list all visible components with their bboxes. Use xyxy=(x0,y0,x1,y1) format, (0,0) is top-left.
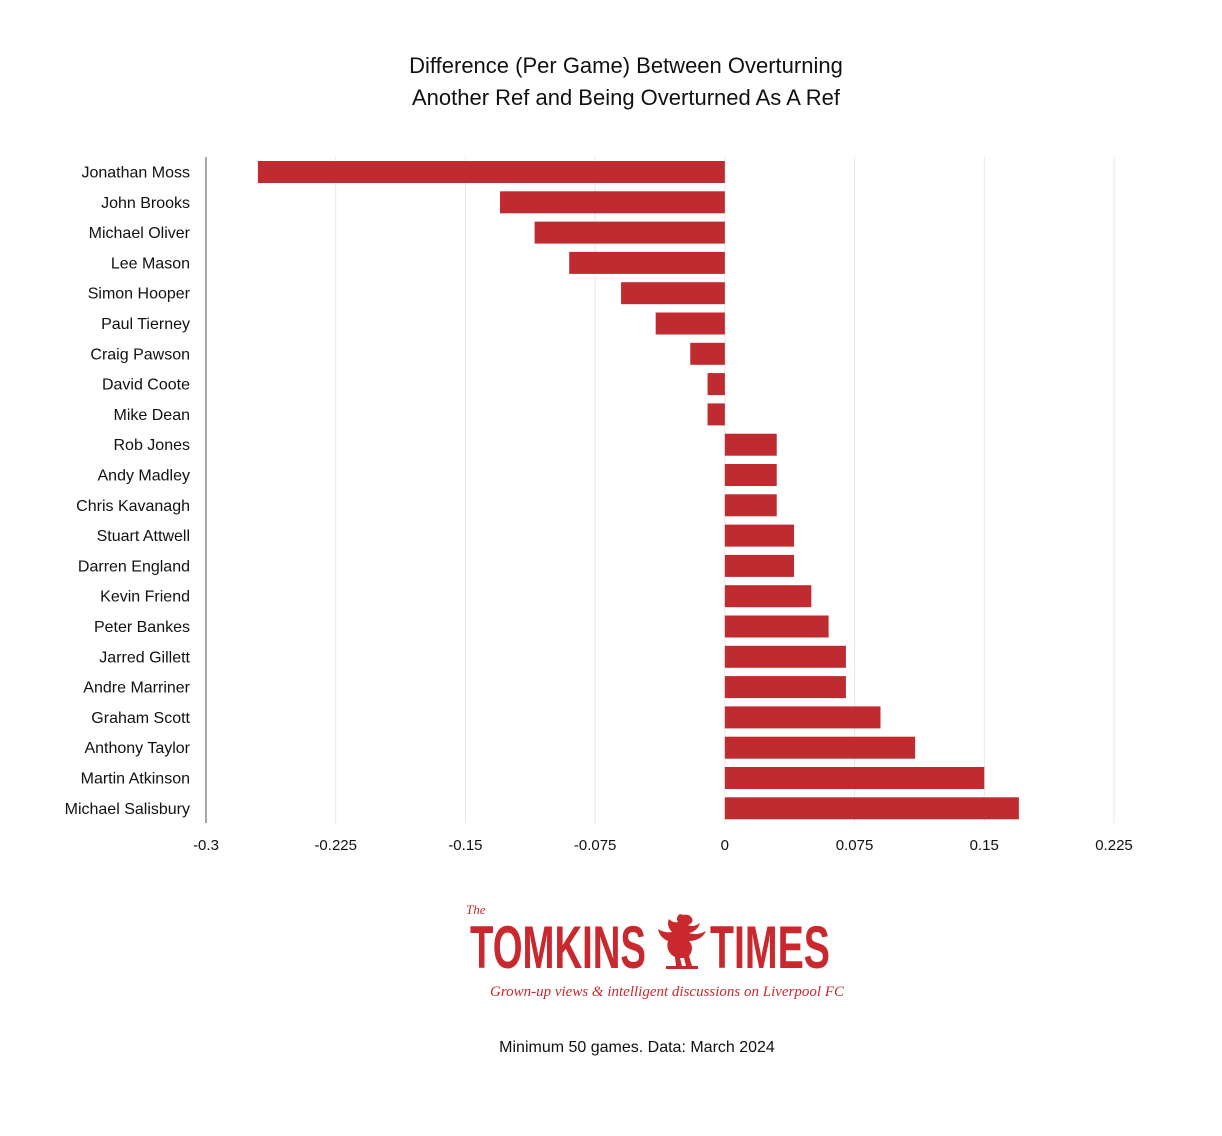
bar xyxy=(724,706,881,729)
chart-title: Difference (Per Game) Between Overturnin… xyxy=(0,50,1222,114)
category-label: Kevin Friend xyxy=(100,589,190,606)
bar xyxy=(724,554,795,577)
tick-labels: -0.3 -0.225 -0.15 -0.075 0 0.075 0.15 0.225 xyxy=(193,837,1133,854)
category-label: Andy Madley xyxy=(98,468,191,485)
category-label: Mike Dean xyxy=(114,407,190,424)
tick-label: 0.075 xyxy=(836,837,874,854)
bar xyxy=(707,403,725,426)
bar xyxy=(724,767,985,789)
category-label: John Brooks xyxy=(101,195,190,212)
category-label: Craig Pawson xyxy=(90,346,190,363)
bar xyxy=(655,312,725,335)
liver-bird-icon xyxy=(658,914,706,969)
bar xyxy=(257,161,725,183)
tick-label: 0.225 xyxy=(1095,837,1133,854)
category-label: Chris Kavanagh xyxy=(76,498,190,515)
tick-label: -0.225 xyxy=(314,837,357,854)
bar xyxy=(724,736,916,759)
category-label: David Coote xyxy=(102,377,190,394)
bar xyxy=(724,797,1019,820)
category-label: Michael Oliver xyxy=(89,225,191,242)
tick-label: -0.15 xyxy=(448,837,482,854)
bar xyxy=(621,282,725,305)
bar xyxy=(707,373,725,396)
category-label: Michael Salisbury xyxy=(65,801,190,818)
bar xyxy=(724,645,846,668)
category-label: Rob Jones xyxy=(114,437,191,454)
bar xyxy=(569,251,725,274)
bar xyxy=(500,191,725,214)
category-label: Graham Scott xyxy=(91,710,190,727)
brand-name-left: TOMKINS xyxy=(470,914,646,978)
category-label: Peter Bankes xyxy=(94,619,190,636)
bar xyxy=(724,464,777,486)
bars xyxy=(257,161,1019,820)
tick-label: 0.15 xyxy=(970,837,999,854)
brand-the: The xyxy=(466,902,486,917)
chart-title-line-2: Another Ref and Being Overturned As A Re… xyxy=(411,85,841,110)
bar xyxy=(690,342,725,365)
brand-tagline: Grown-up views & intelligent discussions… xyxy=(489,984,845,1000)
category-label: Lee Mason xyxy=(111,255,190,272)
chart-title-line-1: Difference (Per Game) Between Overturnin… xyxy=(409,53,843,78)
bar xyxy=(724,433,777,456)
tick-label: 0 xyxy=(721,837,729,854)
footnote: Minimum 50 games. Data: March 2024 xyxy=(499,1039,775,1056)
category-label: Stuart Attwell xyxy=(97,528,190,545)
brand-name-right: TIMES xyxy=(710,914,830,978)
bar xyxy=(724,615,829,638)
category-label: Anthony Taylor xyxy=(84,740,190,757)
tomkins-times-logo: TOMKINS TIMES xyxy=(470,914,830,978)
category-label: Jonathan Moss xyxy=(81,165,190,182)
bar xyxy=(724,585,812,608)
category-label: Andre Marriner xyxy=(83,680,190,697)
category-label: Jarred Gillett xyxy=(99,649,190,666)
tick-label: -0.075 xyxy=(574,837,617,854)
category-label: Paul Tierney xyxy=(101,316,190,333)
bar-chart: Jonathan Moss John Brooks Michael Oliver Le… xyxy=(65,157,1133,854)
bar xyxy=(724,494,777,517)
category-label: Simon Hooper xyxy=(88,286,191,303)
category-label: Darren England xyxy=(78,558,190,575)
category-label: Martin Atkinson xyxy=(81,771,190,788)
tick-label: -0.3 xyxy=(193,837,219,854)
category-labels: Jonathan Moss John Brooks Michael Oliver Le… xyxy=(65,165,191,818)
bar xyxy=(724,524,795,547)
bar xyxy=(534,221,725,244)
bar xyxy=(724,676,846,699)
